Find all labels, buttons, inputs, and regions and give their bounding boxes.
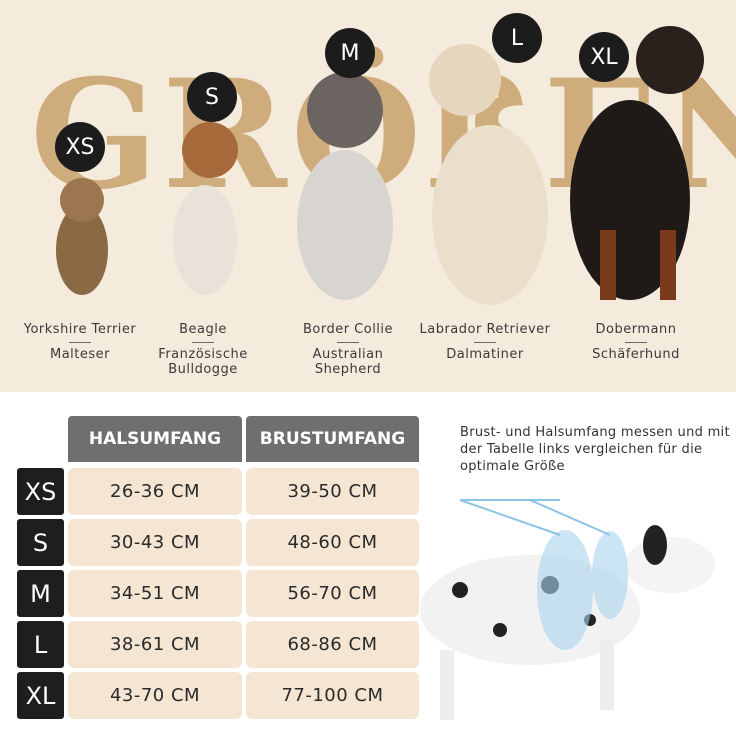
size-label: M (17, 570, 64, 617)
size-badge: XS (55, 122, 105, 172)
size-badge: L (492, 13, 542, 63)
size-badge: S (187, 72, 237, 122)
breed-column: Dobermann Schäferhund (561, 322, 711, 362)
table-header: BRUSTUMFANG (246, 416, 419, 462)
breed: Australian Shepherd (312, 347, 384, 377)
chest-size: 77-100 CM (246, 672, 419, 719)
size-label: XS (17, 468, 64, 515)
breed: Dobermann (595, 322, 677, 337)
size-label: S (17, 519, 64, 566)
dogs-illustration (56, 26, 704, 305)
size-badge: XL (579, 32, 629, 82)
chest-size: 68-86 CM (246, 621, 419, 668)
size-label: XL (17, 672, 64, 719)
breed-column: Border Collie Australian Shepherd (273, 322, 423, 377)
breed: Schäferhund (592, 347, 680, 362)
chest-size: 39-50 CM (246, 468, 419, 515)
breed: Malteser (49, 347, 110, 362)
size-badge: M (325, 28, 375, 78)
breed: Beagle (179, 322, 227, 337)
breed-column: Beagle Französische Bulldogge (128, 322, 278, 377)
breed-column: Yorkshire Terrier Malteser (5, 322, 155, 362)
chest-size: 56-70 CM (246, 570, 419, 617)
chest-size: 48-60 CM (246, 519, 419, 566)
dalmatian-illustration (420, 499, 715, 720)
breed: Border Collie (302, 322, 394, 337)
neck-size: 34-51 CM (68, 570, 242, 617)
breed: Yorkshire Terrier (23, 322, 137, 337)
neck-size: 38-61 CM (68, 621, 242, 668)
neck-size: 30-43 CM (68, 519, 242, 566)
breed: Labrador Retriever (419, 322, 551, 337)
hero: GRÖßEN XS S M L XL Yorkshire Terrier Mal… (0, 0, 736, 392)
breed-column: Labrador Retriever Dalmatiner (410, 322, 560, 362)
size-label: L (17, 621, 64, 668)
breed: Dalmatiner (446, 347, 524, 362)
neck-size: 43-70 CM (68, 672, 242, 719)
neck-size: 26-36 CM (68, 468, 242, 515)
table-header: HALSUMFANG (68, 416, 242, 462)
breed: Französische Bulldogge (158, 347, 248, 377)
measure-note: Brust- und Halsumfang messen und mit der… (460, 425, 730, 474)
